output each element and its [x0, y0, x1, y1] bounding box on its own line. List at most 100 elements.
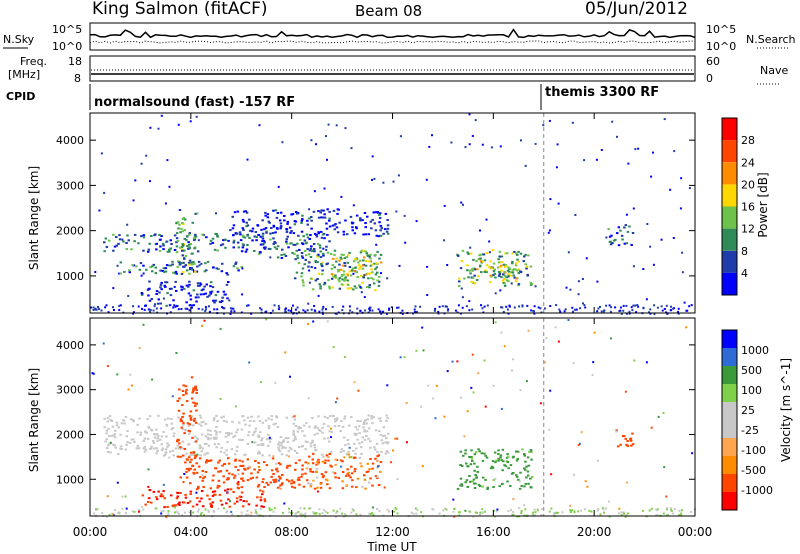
echo-cell — [631, 309, 634, 312]
nsky-label: N.Sky — [3, 33, 35, 46]
echo-cell — [209, 437, 212, 440]
echo-cell — [377, 308, 380, 311]
echo-cell — [217, 507, 220, 510]
echo-cell — [185, 238, 188, 241]
echo-cell — [155, 307, 158, 310]
echo-cell — [136, 447, 139, 450]
echo-cell — [269, 437, 273, 440]
echo-cell — [120, 422, 124, 425]
echo-cell — [500, 276, 503, 279]
echo-cell — [194, 212, 197, 215]
echo-cell — [341, 471, 345, 473]
echo-cell — [235, 232, 239, 235]
echo-cell — [97, 306, 99, 308]
echo-cell — [293, 223, 297, 226]
echo-cell — [649, 312, 652, 315]
echo-cell — [513, 250, 516, 253]
echo-cell — [222, 307, 225, 310]
echo-cell — [336, 231, 340, 234]
echo-cell — [286, 222, 289, 225]
echo-cell — [524, 460, 527, 463]
echo-cell — [384, 212, 388, 215]
echo-cell — [164, 448, 168, 451]
echo-cell — [499, 456, 502, 459]
echo-cell — [486, 486, 489, 489]
echo-cell — [258, 419, 262, 422]
echo-cell — [299, 426, 302, 429]
echo-cell — [325, 245, 328, 248]
echo-cell — [259, 307, 262, 310]
echo-cell — [295, 271, 299, 274]
echo-cell — [246, 416, 250, 419]
echo-cell — [374, 448, 377, 451]
echo-cell — [471, 276, 475, 279]
echo-cell — [260, 381, 263, 383]
echo-cell — [195, 402, 198, 405]
echo-cell — [311, 439, 314, 442]
echo-cell — [688, 305, 691, 308]
echo-cell — [268, 221, 271, 224]
echo-cell — [500, 407, 503, 410]
echo-cell — [354, 426, 357, 429]
echo-cell — [240, 265, 243, 268]
echo-cell — [370, 415, 373, 418]
echo-cell — [457, 284, 461, 287]
echo-cell — [325, 263, 328, 266]
echo-cell — [261, 481, 264, 484]
echo-cell — [622, 511, 625, 514]
echo-cell — [426, 265, 429, 268]
echo-cell — [464, 452, 467, 455]
echo-cell — [453, 508, 456, 511]
echo-cell — [147, 497, 151, 500]
echo-cell — [306, 309, 309, 312]
echo-cell — [188, 423, 192, 426]
echo-cell — [378, 217, 382, 219]
echo-cell — [537, 306, 540, 309]
echo-cell — [614, 238, 617, 241]
echo-cell — [261, 235, 265, 238]
echo-cell — [650, 426, 653, 429]
echo-cell — [275, 467, 279, 470]
echo-cell — [507, 312, 510, 315]
echo-cell — [231, 513, 234, 516]
echo-cell — [307, 455, 311, 458]
echo-cell — [190, 261, 193, 264]
echo-cell — [125, 507, 128, 510]
echo-cell — [277, 304, 280, 307]
echo-cell — [516, 253, 519, 256]
echo-cell — [197, 260, 201, 263]
echo-cell — [126, 223, 129, 226]
echo-cell — [636, 304, 639, 307]
echo-cell — [216, 249, 219, 252]
echo-cell — [319, 250, 322, 253]
echo-cell — [174, 511, 176, 514]
echo-cell — [160, 443, 163, 446]
echo-cell — [611, 242, 614, 245]
echo-cell — [518, 305, 521, 308]
echo-cell — [547, 231, 550, 234]
echo-cell — [144, 304, 147, 307]
echo-cell — [452, 510, 455, 513]
echo-cell — [209, 242, 212, 245]
echo-cell — [375, 243, 378, 246]
echo-cell — [191, 304, 194, 307]
echo-cell — [198, 423, 201, 426]
echo-cell — [347, 474, 351, 477]
echo-cell — [204, 306, 207, 309]
echo-cell — [512, 513, 515, 516]
echo-cell — [310, 139, 313, 142]
echo-cell — [174, 280, 177, 283]
echo-cell — [353, 470, 356, 473]
echo-cell — [376, 451, 379, 453]
echo-cell — [346, 254, 350, 257]
echo-cell — [275, 247, 278, 250]
echo-cell — [246, 509, 249, 512]
echo-cell — [221, 262, 224, 265]
echo-cell — [273, 304, 276, 307]
echo-cell — [665, 508, 668, 511]
echo-cell — [446, 370, 449, 373]
echo-cell — [297, 476, 301, 479]
echo-cell — [257, 253, 261, 256]
echo-cell — [274, 209, 278, 212]
echo-cell — [432, 397, 435, 400]
